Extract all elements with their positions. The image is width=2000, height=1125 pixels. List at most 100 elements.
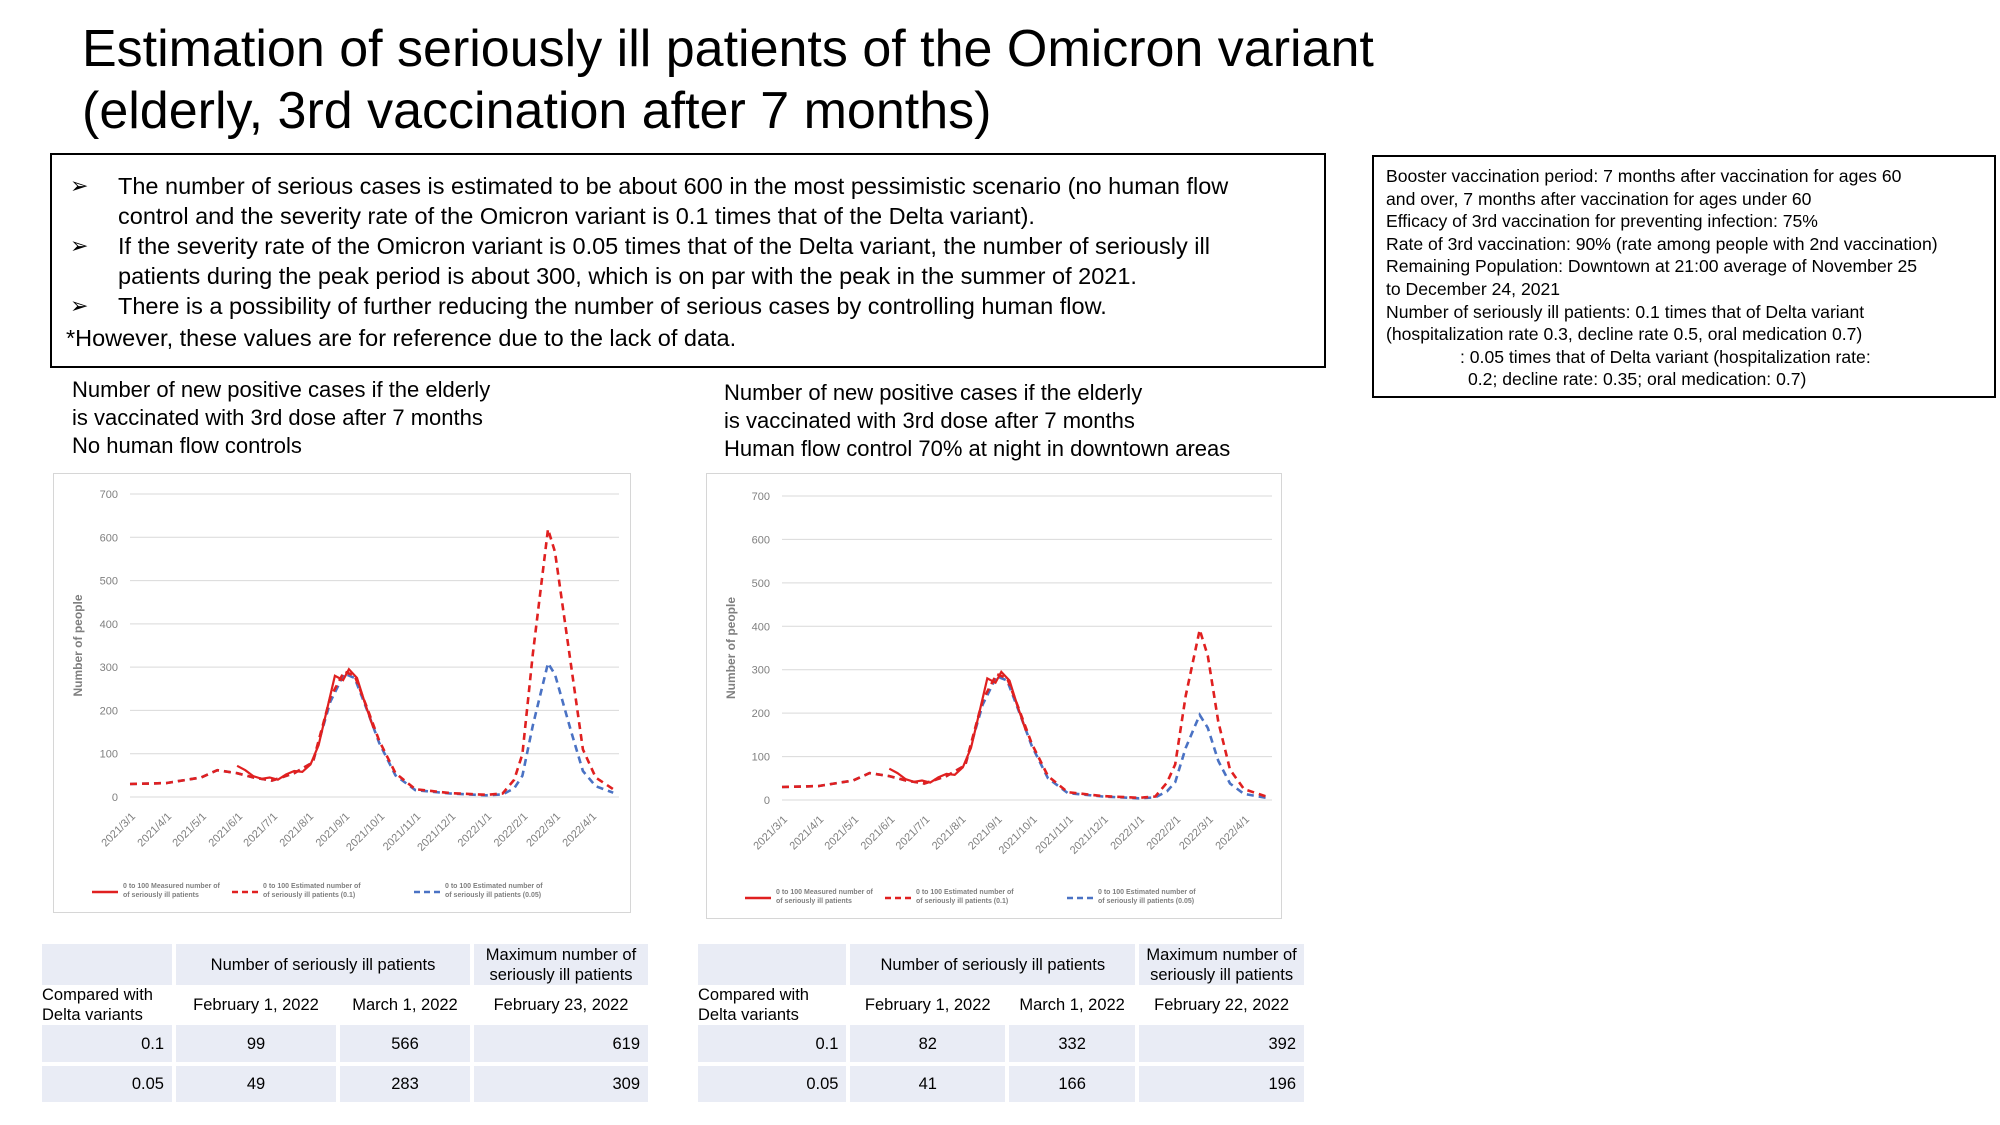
x-tick-label: 2022/4/1 bbox=[1213, 814, 1252, 853]
x-tick-label: 2022/1/1 bbox=[1108, 814, 1147, 853]
left-chart-title-line: No human flow controls bbox=[72, 433, 302, 458]
right-chart-title-line: Human flow control 70% at night in downt… bbox=[724, 436, 1231, 461]
series-line-estimated-0-1 bbox=[781, 624, 1267, 800]
param-line: to December 24, 2021 bbox=[1386, 278, 1561, 299]
summary-bullet-text: If the severity rate of the Omicron vari… bbox=[118, 233, 1210, 259]
x-tick-label: 2021/8/1 bbox=[277, 811, 316, 850]
series-line-estimated-0-05 bbox=[129, 659, 614, 797]
x-tick-label: 2021/4/1 bbox=[788, 814, 827, 853]
y-tick-label: 0 bbox=[764, 795, 770, 807]
param-line: (hospitalization rate 0.3, decline rate … bbox=[1386, 324, 1863, 345]
table-corner bbox=[42, 944, 172, 985]
right-chart-title-line: Number of new positive cases if the elde… bbox=[724, 380, 1143, 405]
left-chart-svg: 0 100 200 300 400 500 600 700 Number of people 20… bbox=[71, 489, 619, 899]
page-title: Estimation of seriously ill patients of … bbox=[82, 18, 1374, 142]
legend-label-line: of seriously ill patients bbox=[123, 892, 199, 899]
table-header-line: seriously ill patients bbox=[489, 965, 633, 984]
legend-label-line: 0 to 100 Estimated number of bbox=[1098, 889, 1196, 896]
x-tick-label: 2021/3/1 bbox=[99, 811, 138, 850]
y-tick-label: 200 bbox=[752, 708, 770, 720]
y-tick-label: 600 bbox=[100, 532, 118, 544]
right-chart-svg: 0 100 200 300 400 500 600 700 Number of people 20… bbox=[724, 491, 1272, 905]
summary-bullet-text: There is a possibility of further reduci… bbox=[118, 293, 1107, 319]
y-tick-label: 400 bbox=[100, 619, 118, 631]
x-tick-label: 2022/2/1 bbox=[492, 811, 531, 850]
x-tick-label: 2022/4/1 bbox=[560, 811, 599, 850]
param-line: Number of seriously ill patients: 0.1 ti… bbox=[1386, 301, 1865, 322]
row-label-line: Compared with bbox=[698, 986, 809, 1004]
legend-label-line: of seriously ill patients (0.1) bbox=[263, 892, 355, 899]
row-label: Compared with Delta variants bbox=[698, 985, 846, 1025]
arrow-bullet-icon: ➢ bbox=[70, 233, 89, 258]
y-tick-label: 300 bbox=[100, 662, 118, 674]
x-tick-label: 2021/7/1 bbox=[894, 814, 933, 853]
x-tick-label: 2022/3/1 bbox=[1177, 814, 1216, 853]
table-header-line: Maximum number of bbox=[1146, 945, 1297, 964]
table-row: 0.05 49 283 309 bbox=[42, 1062, 648, 1102]
row-label-line: Delta variants bbox=[698, 1006, 799, 1024]
summary-bullet: ➢ The number of serious cases is estimat… bbox=[66, 171, 1310, 231]
legend-label-line: 0 to 100 Estimated number of bbox=[916, 889, 1014, 896]
y-tick-label: 300 bbox=[752, 665, 770, 677]
summary-bullet: ➢ There is a possibility of further redu… bbox=[66, 291, 1310, 321]
x-tick-label: 2022/1/1 bbox=[456, 811, 495, 850]
left-stats-table: Number of seriously ill patients Maximum… bbox=[42, 944, 648, 1102]
table-row: 0.1 82 332 392 bbox=[698, 1025, 1304, 1062]
series-line-measured bbox=[888, 670, 1027, 784]
table-header: Number of seriously ill patients bbox=[172, 944, 470, 985]
left-chart-title: Number of new positive cases if the elde… bbox=[72, 376, 490, 460]
legend-label: 0 to 100 Estimated number of of seriously… bbox=[263, 883, 361, 899]
table-cell: 0.05 bbox=[42, 1062, 172, 1102]
legend-label-line: 0 to 100 Measured number of bbox=[776, 889, 874, 896]
left-chart: 0 100 200 300 400 500 600 700 Number of people 20… bbox=[53, 473, 631, 913]
table-subheader: February 1, 2022 bbox=[172, 985, 336, 1025]
param-line: Remaining Population: Downtown at 21:00 … bbox=[1386, 256, 1918, 277]
legend-label: 0 to 100 Measured number of of seriously … bbox=[123, 883, 221, 899]
param-line: and over, 7 months after vaccination for… bbox=[1386, 188, 1812, 209]
table-header-line: Maximum number of bbox=[485, 945, 637, 964]
table-header: Maximum number of seriously ill patients bbox=[470, 944, 648, 985]
legend-label-line: of seriously ill patients (0.1) bbox=[916, 898, 1008, 905]
x-tick-label: 2021/12/1 bbox=[415, 811, 458, 854]
x-tick-label: 2021/8/1 bbox=[930, 814, 969, 853]
legend-label-line: of seriously ill patients (0.05) bbox=[445, 892, 541, 899]
table-cell: 99 bbox=[172, 1025, 336, 1062]
legend-label-line: 0 to 100 Estimated number of bbox=[445, 883, 543, 890]
summary-note: *However, these values are for reference… bbox=[66, 325, 737, 351]
table-cell: 41 bbox=[846, 1062, 1006, 1102]
x-tick-label: 2021/7/1 bbox=[241, 811, 280, 850]
table-cell: 309 bbox=[470, 1062, 648, 1102]
table-subheader: February 23, 2022 bbox=[470, 985, 648, 1025]
table-cell: 196 bbox=[1135, 1062, 1304, 1102]
table-cell: 619 bbox=[470, 1025, 648, 1062]
legend-label: 0 to 100 Estimated number of of seriously… bbox=[916, 889, 1014, 905]
x-tick-label: 2021/10/1 bbox=[997, 814, 1040, 857]
table-subheader: March 1, 2022 bbox=[1005, 985, 1135, 1025]
x-tick-label: 2021/5/1 bbox=[823, 814, 862, 853]
x-tick-label: 2021/12/1 bbox=[1068, 814, 1111, 857]
table-subheader: February 1, 2022 bbox=[846, 985, 1005, 1025]
right-stats-table: Number of seriously ill patients Maximum… bbox=[698, 944, 1304, 1102]
legend-label-line: 0 to 100 Estimated number of bbox=[263, 883, 361, 890]
table-cell: 566 bbox=[336, 1025, 470, 1062]
right-chart-title: Number of new positive cases if the elde… bbox=[724, 379, 1230, 463]
row-label: Compared with Delta variants bbox=[42, 985, 172, 1025]
table-corner bbox=[698, 944, 847, 985]
table-cell: 283 bbox=[336, 1062, 470, 1102]
table-cell: 82 bbox=[846, 1025, 1006, 1062]
table-cell: 166 bbox=[1005, 1062, 1136, 1102]
table-cell: 0.1 bbox=[698, 1025, 847, 1062]
y-axis-label: Number of people bbox=[724, 597, 738, 699]
legend-label: 0 to 100 Estimated number of of seriously… bbox=[445, 883, 543, 899]
x-tick-label: 2021/4/1 bbox=[135, 811, 174, 850]
table-cell: 332 bbox=[1005, 1025, 1136, 1062]
param-line: Rate of 3rd vaccination: 90% (rate among… bbox=[1386, 233, 1938, 254]
series-line-estimated-0-1 bbox=[129, 528, 614, 797]
table-subheader: March 1, 2022 bbox=[336, 985, 470, 1025]
right-chart: 0 100 200 300 400 500 600 700 Number of people 20… bbox=[706, 473, 1282, 919]
table-cell: 0.1 bbox=[42, 1025, 172, 1062]
parameters-box: Booster vaccination period: 7 months aft… bbox=[1372, 155, 1996, 398]
table-cell: 392 bbox=[1135, 1025, 1304, 1062]
legend-label-line: 0 to 100 Measured number of bbox=[123, 883, 221, 890]
table-header: Maximum number of seriously ill patients bbox=[1135, 944, 1304, 985]
